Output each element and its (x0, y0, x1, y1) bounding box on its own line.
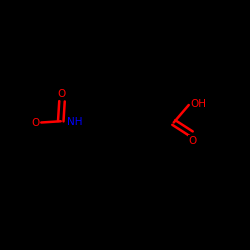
Text: NH: NH (66, 117, 82, 127)
Text: OH: OH (190, 99, 206, 109)
Text: O: O (32, 118, 40, 128)
Text: O: O (58, 89, 66, 99)
Text: O: O (188, 136, 196, 146)
